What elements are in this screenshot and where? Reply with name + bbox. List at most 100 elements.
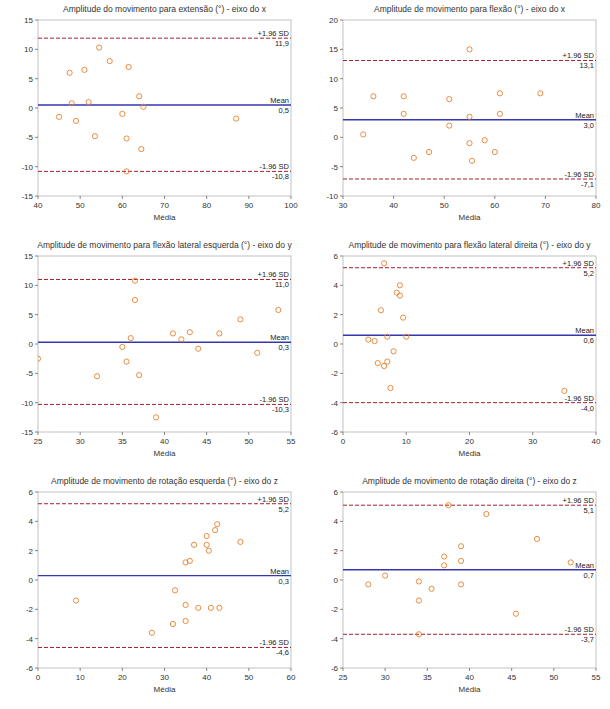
y-tick-label: -5 [26,133,34,142]
x-tick-label: 55 [287,437,296,446]
reference-value: 11,0 [275,280,289,289]
x-tick [494,196,495,199]
point [458,558,463,563]
x-tick [343,432,344,435]
y-tick-label: -2 [26,605,34,614]
point [56,114,61,119]
reference-label: -1.96 SD [259,395,289,404]
x-tick [206,196,207,199]
x-tick-label: 80 [592,201,601,210]
y-tick [35,580,38,581]
reference-line [38,647,291,648]
point [416,632,421,637]
x-axis-label: Média [154,685,176,694]
y-tick-label: 5 [29,311,34,320]
point [378,308,383,313]
y-tick-label: 4 [334,281,339,290]
y-tick [340,432,343,433]
point [442,554,447,559]
y-tick [340,668,343,669]
x-tick-label: 70 [160,201,169,210]
point [371,94,376,99]
point [416,598,421,603]
point [183,602,188,607]
y-tick [340,373,343,374]
point [238,539,243,544]
point [394,290,399,295]
y-tick-label: -6 [331,664,339,673]
panel: Amplitude de movimento de rotação esquer… [26,476,296,694]
point [217,605,222,610]
y-tick-label: 2 [29,547,34,556]
point [467,141,472,146]
y-tick-label: 0 [29,576,34,585]
point [172,588,177,593]
reference-label: Mean [575,561,594,570]
y-tick [340,521,343,522]
y-tick [35,432,38,433]
plot-area [343,503,596,637]
panel: Amplitude de movimento de rotação direit… [331,476,601,694]
point [153,415,158,420]
y-tick [35,314,38,315]
y-tick [340,196,343,197]
plot-area [38,278,291,420]
y-tick [340,580,343,581]
point [126,64,131,69]
reference-line [343,335,596,336]
reference-value: 5,2 [584,269,594,278]
reference-label: -1.96 SD [259,638,289,647]
point [183,618,188,623]
y-tick [35,166,38,167]
point [67,70,72,75]
y-tick-label: 2 [334,311,339,320]
y-tick [35,609,38,610]
y-tick [35,78,38,79]
point [492,149,497,154]
point [97,45,102,50]
reference-value: 0,3 [279,577,289,586]
y-tick-label: 6 [29,488,34,497]
reference-label: Mean [575,326,594,335]
point [124,169,129,174]
y-tick-label: -10 [21,399,33,408]
chart-title: Amplitude de movimento de rotação esquer… [51,476,278,486]
x-tick-label: 30 [76,437,85,446]
point [204,542,209,547]
y-tick-label: -10 [326,192,338,201]
reference-value: 0,6 [584,336,594,345]
reference-line [38,104,291,105]
plot-frame [343,256,596,432]
panel: Amplitude do movimento para extensão (°)… [21,4,298,222]
y-tick-label: 0 [334,340,339,349]
point [513,611,518,616]
y-tick-label: 2 [334,547,339,556]
reference-label: -1.96 SD [259,162,289,171]
point [124,136,129,141]
point [255,350,260,355]
x-tick [596,196,597,199]
point [388,385,393,390]
point [467,114,472,119]
x-tick-label: 50 [244,673,253,682]
figure: Amplitude do movimento para extensão (°)… [0,0,610,709]
point [206,548,211,553]
y-tick [35,668,38,669]
y-tick-label: 10 [329,75,338,84]
x-tick [406,432,407,435]
x-tick [511,668,512,671]
x-tick-label: 0 [341,437,346,446]
reference-line [343,569,596,570]
x-tick [38,432,39,435]
point [366,582,371,587]
reference-label: +1.96 SD [563,51,595,60]
x-axis-label: Média [459,213,481,222]
point [187,558,192,563]
x-tick-label: 40 [465,673,474,682]
x-tick-label: 10 [402,437,411,446]
x-tick-label: 50 [549,673,558,682]
reference-value: -10,8 [272,172,289,181]
point [411,155,416,160]
y-tick [340,285,343,286]
x-tick [291,668,292,671]
